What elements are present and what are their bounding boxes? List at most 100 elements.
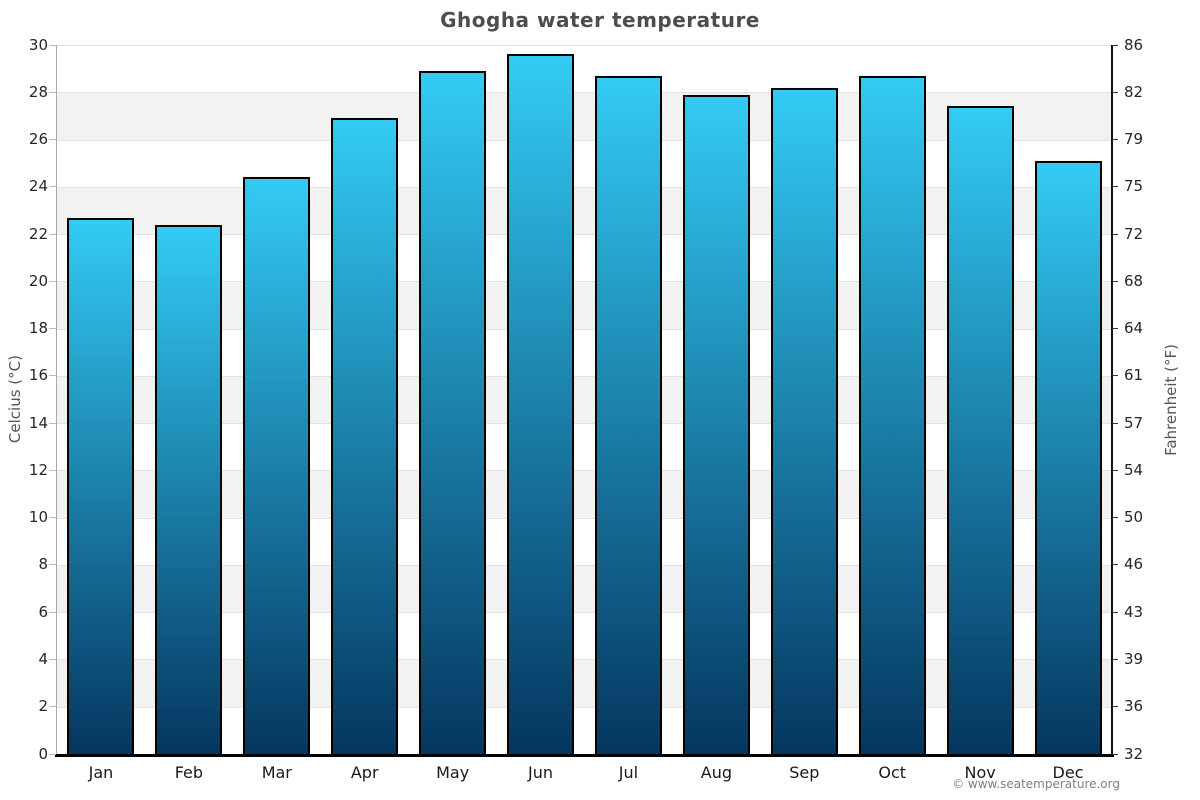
celsius-tick-mark xyxy=(49,422,56,424)
gridline xyxy=(57,470,1112,472)
gridline xyxy=(57,612,1112,614)
plot-band-gray xyxy=(57,186,1112,235)
attribution-text: © www.seatemperature.org xyxy=(952,777,1120,791)
fahrenheit-tick-mark xyxy=(1112,375,1118,377)
celsius-tick-label: 6 xyxy=(38,602,48,621)
x-tick-label-may: May xyxy=(436,763,470,782)
bar-nov xyxy=(946,106,1014,754)
fahrenheit-tick-label: 68 xyxy=(1124,271,1144,290)
fahrenheit-tick-label: 36 xyxy=(1124,697,1144,716)
gridline xyxy=(57,234,1112,236)
x-tick-label-mar: Mar xyxy=(261,763,292,782)
gridline xyxy=(57,186,1112,188)
plot-band-gray xyxy=(57,281,1112,329)
plot-band-white xyxy=(57,423,1112,471)
fahrenheit-tick-mark xyxy=(1112,422,1118,424)
fahrenheit-tick-label: 46 xyxy=(1124,555,1144,574)
plot-band-white xyxy=(57,706,1112,754)
celsius-tick-label: 0 xyxy=(38,744,48,763)
x-tick-label-feb: Feb xyxy=(174,763,204,782)
x-tick-label-sep: Sep xyxy=(789,763,820,782)
y-axis-label-fahrenheit-text: Fahrenheit (°F) xyxy=(1162,343,1180,456)
bar-mar xyxy=(243,177,311,754)
celsius-tick-label: 14 xyxy=(28,413,48,432)
plot-band-white xyxy=(57,612,1112,660)
bar-may xyxy=(419,71,487,754)
x-tick-label-jun: Jun xyxy=(528,763,554,782)
celsius-tick-mark xyxy=(49,658,56,660)
fahrenheit-tick-mark xyxy=(1112,44,1118,46)
celsius-tick-mark xyxy=(49,517,56,519)
bar-oct xyxy=(858,75,926,754)
celsius-tick-mark xyxy=(49,564,56,566)
celsius-tick-mark xyxy=(49,139,56,141)
celsius-tick-mark xyxy=(49,375,56,377)
bar-dec xyxy=(1034,160,1102,754)
celsius-tick-label: 4 xyxy=(38,649,48,668)
plot-band-white xyxy=(57,328,1112,376)
fahrenheit-tick-mark xyxy=(1112,611,1118,613)
bar-aug xyxy=(682,94,750,754)
celsius-tick-mark xyxy=(49,186,56,188)
plot-area xyxy=(57,45,1112,754)
x-tick-label-dec: Dec xyxy=(1052,763,1084,782)
gridline xyxy=(57,328,1112,330)
bar-apr xyxy=(331,118,399,754)
fahrenheit-tick-label: 61 xyxy=(1124,366,1144,385)
celsius-tick-label: 24 xyxy=(28,177,48,196)
bar-jul xyxy=(594,75,662,754)
celsius-tick-label: 26 xyxy=(28,130,48,149)
gridline xyxy=(57,139,1112,141)
celsius-tick-label: 10 xyxy=(28,508,48,527)
x-tick-label-oct: Oct xyxy=(878,763,907,782)
celsius-tick-mark xyxy=(49,611,56,613)
gridline xyxy=(57,375,1112,377)
x-tick-label-aug: Aug xyxy=(700,763,732,782)
y-axis-left-spine xyxy=(55,45,57,754)
celsius-tick-mark xyxy=(49,44,56,46)
x-tick-label-jul: Jul xyxy=(618,763,639,782)
plot-band-white xyxy=(57,234,1112,282)
plot-band-gray xyxy=(57,92,1112,140)
fahrenheit-tick-mark xyxy=(1112,233,1118,235)
celsius-tick-label: 16 xyxy=(28,366,48,385)
fahrenheit-tick-mark xyxy=(1112,328,1118,330)
gridline xyxy=(57,659,1112,661)
fahrenheit-tick-label: 32 xyxy=(1124,744,1144,763)
fahrenheit-tick-mark xyxy=(1112,517,1118,519)
plot-band-white xyxy=(57,517,1112,565)
fahrenheit-tick-label: 50 xyxy=(1124,508,1144,527)
y-axis-label-celsius: Celcius (°C) xyxy=(2,45,28,754)
plot-band-gray xyxy=(57,564,1112,613)
x-tick-label-jan: Jan xyxy=(88,763,114,782)
x-axis-bottom-spine xyxy=(55,754,1114,757)
fahrenheit-tick-label: 57 xyxy=(1124,413,1144,432)
fahrenheit-tick-mark xyxy=(1112,706,1118,708)
celsius-tick-label: 8 xyxy=(38,555,48,574)
celsius-tick-mark xyxy=(49,328,56,330)
x-tick-label-apr: Apr xyxy=(350,763,379,782)
fahrenheit-tick-label: 54 xyxy=(1124,460,1144,479)
celsius-tick-label: 22 xyxy=(28,224,48,243)
x-tick-label-nov: Nov xyxy=(964,763,996,782)
fahrenheit-tick-label: 86 xyxy=(1124,35,1144,54)
celsius-tick-label: 18 xyxy=(28,319,48,338)
fahrenheit-tick-label: 72 xyxy=(1124,224,1144,243)
gridline xyxy=(57,45,1112,46)
bar-feb xyxy=(155,224,223,754)
bar-sep xyxy=(770,87,838,754)
fahrenheit-tick-label: 64 xyxy=(1124,319,1144,338)
fahrenheit-tick-label: 79 xyxy=(1124,130,1144,149)
celsius-tick-label: 20 xyxy=(28,271,48,290)
plot-band-gray xyxy=(57,470,1112,518)
celsius-tick-label: 12 xyxy=(28,460,48,479)
gridline xyxy=(57,706,1112,708)
celsius-tick-label: 28 xyxy=(28,82,48,101)
gridline xyxy=(57,423,1112,425)
fahrenheit-tick-mark xyxy=(1112,280,1118,282)
celsius-tick-mark xyxy=(49,91,56,93)
fahrenheit-tick-label: 39 xyxy=(1124,649,1144,668)
gridline xyxy=(57,564,1112,566)
fahrenheit-tick-label: 82 xyxy=(1124,82,1144,101)
